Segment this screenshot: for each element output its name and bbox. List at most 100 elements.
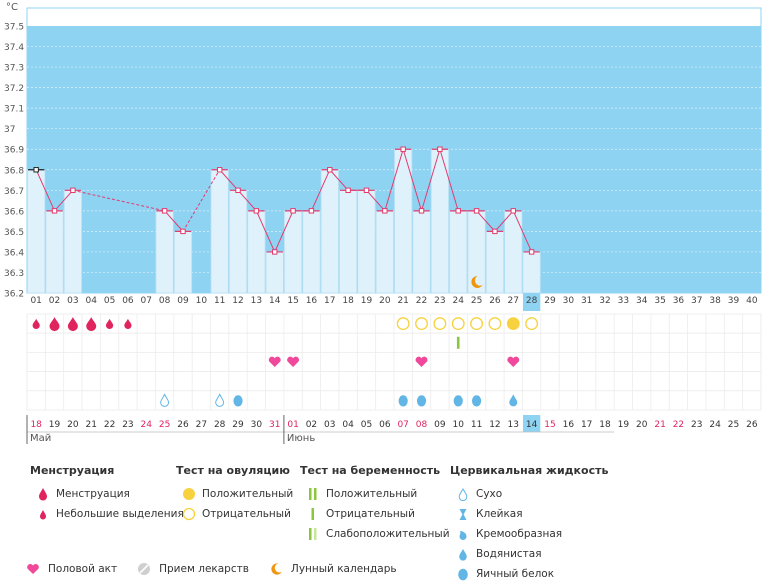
date-label: 03 (324, 420, 335, 430)
date-label: 28 (214, 420, 226, 430)
ovulation-negative-icon (470, 317, 484, 331)
temperature-bar (45, 210, 64, 294)
temperature-bar (265, 251, 284, 294)
date-label: 18 (599, 420, 611, 430)
heart-icon (415, 356, 428, 367)
negative-circle-icon (176, 507, 202, 521)
temperature-line-segment (402, 149, 423, 211)
y-tick-label: 36.8 (4, 166, 24, 176)
date-label: 30 (251, 420, 263, 430)
cycle-day-label: 23 (434, 296, 445, 306)
date-label: 26 (746, 420, 758, 430)
legend-ovulation-item: Отрицательный (176, 504, 293, 524)
cycle-day-label: 28 (526, 296, 538, 306)
date-label: 31 (269, 420, 280, 430)
legend-menstruation-item: Менструация (30, 484, 184, 504)
heart-icon (287, 356, 300, 367)
temperature-line-segment (439, 149, 459, 211)
pill-icon (138, 563, 151, 575)
legend-label: Яичный белок (476, 568, 555, 580)
temperature-line-segment (164, 210, 184, 232)
temperature-point (528, 249, 535, 255)
cycle-day-label: 35 (654, 296, 665, 306)
blood-drop-icon (30, 487, 56, 501)
temperature-line-segment (35, 169, 55, 212)
menstruation-drop-icon (86, 317, 97, 332)
month-label: Июнь (287, 433, 315, 444)
temperature-point (235, 187, 241, 194)
temperature-point (70, 187, 76, 194)
temperature-point (180, 228, 186, 235)
cycle-day-label: 04 (85, 296, 97, 306)
legend-cervical-item: Сухо (450, 484, 608, 504)
dry-drop-icon (160, 393, 170, 407)
temperature-line-segment (310, 169, 331, 212)
temperature-bar (155, 210, 174, 294)
temperature-bar (320, 169, 339, 294)
legend-cervical-item: Кремообразная (450, 524, 608, 544)
temperature-bar (467, 210, 486, 294)
legend-ovulation-title: Тест на овуляцию (176, 464, 290, 477)
temperature-line-segment (255, 210, 276, 253)
watery-drop-icon (450, 548, 476, 561)
temperature-line-segment (274, 210, 294, 253)
temperature-point (492, 228, 498, 235)
date-label: 24 (141, 420, 153, 430)
double-bar-icon (300, 487, 326, 501)
menstruation-drop-icon (105, 318, 114, 329)
y-tick-label: 36.6 (4, 207, 24, 217)
date-label: 15 (544, 420, 555, 430)
temperature-point (363, 187, 370, 194)
legend-label: Отрицательный (202, 508, 291, 520)
legend-pregnancy-item: Отрицательный (300, 504, 450, 524)
cycle-day-label: 01 (30, 296, 41, 306)
watery-drop-icon (453, 395, 463, 407)
y-tick-label: 36.2 (4, 290, 24, 300)
legend-label: Кремообразная (476, 528, 563, 540)
legend-label: Положительный (326, 488, 418, 500)
temperature-bar (63, 189, 82, 294)
watery-drop-icon (233, 395, 243, 407)
legend-cervical-item: Клейкая (450, 504, 608, 524)
cycle-day-label: 10 (196, 296, 208, 306)
date-label: 07 (397, 420, 408, 430)
temperature-bar (247, 210, 266, 294)
temperature-line-segment (366, 189, 386, 212)
pregnancy-test-icon (456, 336, 460, 349)
legend-pregnancy-item: Положительный (300, 484, 450, 504)
egg-white-drop-icon (450, 567, 476, 581)
cycle-day-label: 20 (379, 296, 391, 306)
cycle-day-label: 19 (361, 296, 373, 306)
legend-cervical-item: Яичный белок (450, 564, 608, 584)
temperature-point (510, 208, 516, 214)
cycle-day-label: 32 (599, 296, 610, 306)
legend-cervical-item: Водянистая (450, 544, 608, 564)
temperature-bar (449, 210, 468, 294)
legend-label: Менструация (56, 488, 130, 500)
temperature-bar (283, 210, 303, 294)
date-label: 20 (636, 420, 648, 430)
temperature-point (272, 249, 278, 255)
cycle-day-label: 40 (746, 296, 758, 306)
positive-circle-icon (176, 487, 202, 501)
temperature-point (308, 208, 315, 214)
ovulation-negative-icon (488, 317, 502, 331)
cycle-day-label: 27 (508, 296, 519, 306)
y-tick-label: 37.5 (4, 23, 24, 33)
small-blood-drop-icon (30, 509, 56, 520)
temperature-point (33, 167, 39, 173)
date-label: 21 (654, 420, 665, 430)
watery-drop-icon (398, 395, 408, 407)
temperature-line-segment (237, 189, 257, 212)
cycle-day-label: 30 (563, 296, 575, 306)
cycle-day-label: 03 (67, 296, 78, 306)
cycle-day-label: 02 (49, 296, 60, 306)
temperature-point (216, 167, 223, 173)
cycle-day-label: 06 (122, 296, 134, 306)
legend-cervical: Цервикальная жидкость Сухо Клейкая Кремо… (450, 464, 608, 584)
legend-lunar: Лунный календарь (269, 562, 397, 576)
cycle-day-label: 09 (177, 296, 189, 306)
legend-label: Слабоположительный (326, 528, 450, 540)
cycle-day-label: 26 (489, 296, 501, 306)
cycle-day-label: 16 (306, 296, 318, 306)
